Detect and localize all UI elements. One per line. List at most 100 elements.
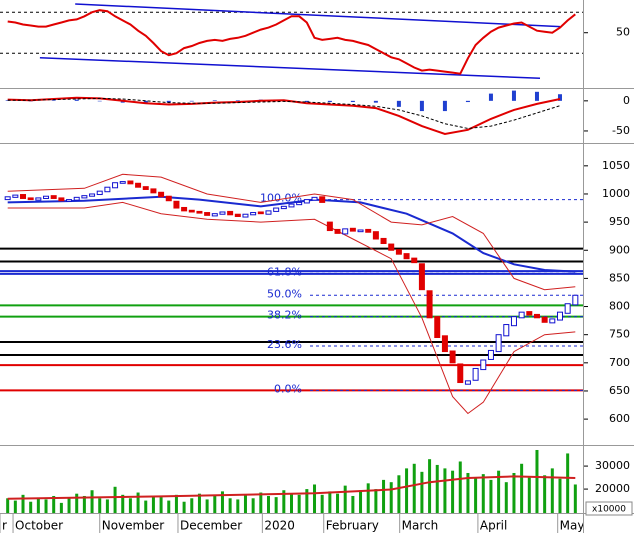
candle-body [326, 221, 333, 232]
y-tick-label: 0 [623, 94, 630, 107]
volume-bar [190, 498, 194, 513]
volume-bar [405, 468, 409, 513]
volume-bar [182, 501, 186, 513]
candle-body [510, 316, 517, 327]
volume-bar [59, 502, 63, 513]
overlay-line [7, 201, 576, 415]
candle-body [518, 311, 525, 319]
candle-body [403, 253, 410, 260]
candle-body [342, 228, 349, 235]
macd-line [7, 97, 561, 130]
histogram-bar [488, 93, 493, 101]
candle-body [311, 196, 318, 201]
candle-body [426, 290, 433, 319]
volume-bar [243, 494, 247, 513]
candle-body [104, 186, 111, 193]
volume-bar [359, 490, 363, 513]
candle-body [12, 194, 19, 198]
histogram-bar [534, 91, 539, 101]
candle-body [35, 197, 42, 201]
volume-bar [558, 478, 562, 513]
y-tick-label: 700 [609, 356, 630, 369]
candle-body [418, 263, 425, 291]
y-tick-label: 900 [609, 243, 630, 256]
volume-bar [21, 494, 25, 513]
volume-bar [75, 493, 79, 513]
histogram-bar [97, 100, 102, 102]
volume-bar [474, 477, 478, 513]
fib-label: 38.2% [267, 309, 302, 322]
volume-bar [313, 484, 317, 513]
volume-bar [343, 485, 347, 513]
volume-bar [236, 499, 240, 513]
volume-bar [428, 459, 432, 513]
volume-bar [397, 475, 401, 513]
volume-bar [259, 492, 263, 513]
candle-body [173, 200, 180, 209]
volume-bar [121, 494, 125, 513]
volume-bar [197, 493, 201, 513]
candle-body [526, 311, 533, 316]
candle-body [296, 201, 303, 206]
candle-body [196, 210, 203, 214]
volume-bar [351, 495, 355, 513]
candle-body [434, 316, 441, 338]
candle-body [503, 324, 510, 337]
candle-body [441, 335, 448, 353]
unit-box [585, 501, 633, 516]
volume-bar [497, 470, 501, 513]
histogram-bar [511, 90, 516, 101]
candle-body [181, 206, 188, 212]
candle-body [319, 196, 326, 203]
histogram-bar [465, 100, 470, 103]
volume-bar [527, 477, 531, 513]
candle-body [395, 249, 402, 255]
volume-bar [512, 472, 516, 513]
candle-body [541, 316, 548, 323]
histogram-bar [189, 100, 194, 102]
histogram-bar [557, 94, 562, 101]
candle-body [50, 195, 57, 199]
x-tick-label: October [15, 519, 63, 533]
x-tick-label: May [560, 519, 585, 533]
x-tick-label: March [402, 519, 439, 533]
candle-body [96, 190, 103, 196]
fib-label: 23.6% [267, 338, 302, 351]
histogram-bar [166, 100, 171, 103]
volume-bar [220, 491, 224, 513]
candle-body [334, 228, 341, 234]
y-tick-label: 1050 [602, 159, 630, 172]
candle-body [81, 195, 88, 199]
candle-body [449, 350, 456, 364]
candle-body [480, 359, 487, 371]
y-tick-label: -50 [612, 124, 630, 137]
x-tick-label: November [102, 519, 164, 533]
candle-body [303, 199, 310, 204]
histogram-bar [304, 100, 309, 103]
volume-bar [6, 498, 10, 513]
candle-body [89, 193, 96, 197]
candle-body [73, 196, 80, 201]
candle-body [242, 213, 249, 218]
volume-bar [36, 498, 40, 513]
volume-bar [282, 490, 286, 513]
candle-body [549, 318, 556, 324]
histogram-bar [419, 100, 424, 112]
fib-label: 50.0% [267, 287, 302, 300]
histogram-bar [350, 100, 355, 103]
overlay-line [7, 173, 576, 291]
x-tick-label: February [326, 519, 379, 533]
histogram-bar [327, 100, 332, 103]
volume-bar [13, 500, 17, 513]
volume-bar [205, 499, 209, 513]
candle-body [119, 181, 126, 184]
volume-bar [420, 471, 424, 513]
volume-bar [451, 470, 455, 513]
volume-bar [167, 500, 171, 513]
volume-bar [366, 483, 370, 513]
volume-bar [458, 461, 462, 513]
volume-bar [274, 497, 278, 513]
volume-bar [29, 501, 33, 513]
volume-bar [136, 492, 140, 513]
candle-body [150, 188, 157, 194]
